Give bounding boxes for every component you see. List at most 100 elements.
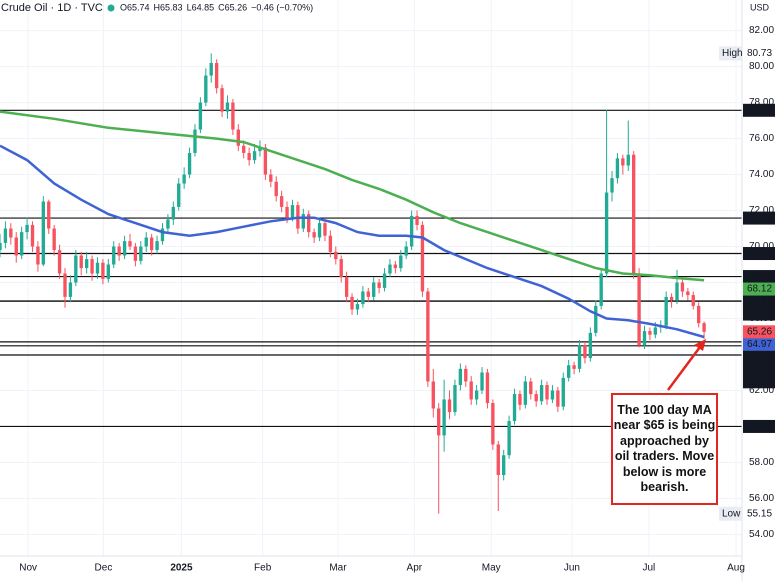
candle-body bbox=[366, 291, 370, 297]
low-tag: Low bbox=[722, 508, 741, 519]
candle-body bbox=[144, 237, 148, 247]
candle-body bbox=[106, 264, 111, 279]
x-tick-label: Apr bbox=[407, 563, 423, 574]
candle-body bbox=[480, 372, 484, 391]
candle-body bbox=[431, 381, 435, 409]
price-label-bg bbox=[743, 350, 775, 364]
y-tick-label: 76.00 bbox=[749, 133, 774, 144]
candle-body bbox=[702, 323, 706, 332]
candle-body bbox=[550, 390, 555, 400]
candle-body bbox=[279, 196, 284, 207]
candle-body bbox=[269, 174, 273, 182]
price-label: 71.58 bbox=[747, 213, 772, 224]
candle-body bbox=[47, 201, 51, 229]
candle-body bbox=[355, 304, 360, 310]
candle-body bbox=[323, 223, 327, 236]
ohlc-value: −0.46 (−0.70%) bbox=[251, 2, 313, 12]
candle-body bbox=[696, 305, 701, 324]
currency: USD bbox=[750, 2, 770, 12]
price-label: 63.97 bbox=[747, 376, 772, 387]
candle-body bbox=[686, 291, 690, 296]
price-label: 66.96 bbox=[747, 309, 772, 320]
candle-body bbox=[604, 192, 609, 274]
candle-body bbox=[263, 147, 268, 175]
x-tick-label: Nov bbox=[19, 563, 37, 574]
candle-body bbox=[117, 246, 121, 256]
candle-body bbox=[63, 273, 67, 297]
candle-body bbox=[160, 228, 165, 242]
candle-body bbox=[36, 246, 40, 265]
candle-body bbox=[615, 158, 620, 179]
candle-body bbox=[361, 291, 365, 305]
moving-average bbox=[0, 110, 705, 282]
high-tag: High bbox=[722, 48, 743, 59]
candle-body bbox=[193, 129, 197, 153]
candle-body bbox=[52, 228, 56, 251]
candle-body bbox=[382, 273, 387, 288]
candle-body bbox=[139, 246, 143, 261]
y-tick-label: 56.00 bbox=[749, 493, 774, 504]
candle-body bbox=[350, 296, 354, 310]
low-value: 55.15 bbox=[747, 508, 772, 519]
candle-body bbox=[404, 246, 408, 256]
price-label-bg bbox=[743, 375, 775, 389]
candle-body bbox=[485, 372, 490, 404]
y-tick-label: 62.00 bbox=[749, 385, 774, 396]
y-tick-label: 80.00 bbox=[749, 61, 774, 72]
candle-body bbox=[621, 158, 625, 166]
candle-body bbox=[312, 232, 316, 238]
candle-body bbox=[648, 331, 652, 335]
y-tick-label: 78.00 bbox=[749, 97, 774, 108]
moving-average bbox=[0, 144, 705, 339]
x-tick-label: Jul bbox=[642, 563, 655, 574]
y-tick-label: 58.00 bbox=[749, 457, 774, 468]
status-dot bbox=[107, 4, 115, 12]
candle-body bbox=[307, 214, 311, 233]
price-label-bg bbox=[743, 307, 775, 321]
candle-body bbox=[133, 246, 138, 261]
x-tick-label: Jun bbox=[564, 563, 580, 574]
candle-body bbox=[572, 365, 576, 369]
candle-body bbox=[231, 102, 235, 130]
candle-body bbox=[399, 255, 403, 269]
candle-body bbox=[680, 282, 685, 292]
candle-body bbox=[599, 273, 603, 306]
candle-body bbox=[464, 368, 468, 382]
price-label: 60.00 bbox=[747, 421, 772, 432]
candle-body bbox=[507, 421, 511, 456]
x-tick-label: May bbox=[482, 563, 501, 574]
y-tick-label: 54.00 bbox=[749, 529, 774, 540]
candle-body bbox=[669, 296, 674, 301]
price-label-bg bbox=[743, 103, 775, 117]
candle-body bbox=[545, 385, 549, 400]
candle-body bbox=[9, 228, 13, 238]
price-label-bg bbox=[743, 270, 775, 284]
candle-body bbox=[198, 102, 203, 130]
candle-body bbox=[214, 62, 219, 89]
y-tick-label: 74.00 bbox=[749, 169, 774, 180]
price-labels: 77.57 71.58 69.61 68.33 66.97 66.96 64.70 64.48… bbox=[719, 46, 775, 521]
x-tick-label: Dec bbox=[95, 563, 113, 574]
ohlc-value: H65.83 bbox=[154, 2, 183, 12]
candle-body bbox=[0, 242, 2, 251]
candle-body bbox=[19, 232, 24, 256]
candle-body bbox=[675, 282, 679, 301]
candle-body bbox=[512, 394, 517, 422]
candle-body bbox=[420, 224, 425, 292]
ohlc-value: L64.85 bbox=[187, 2, 215, 12]
annotation-arrowhead bbox=[694, 339, 706, 351]
price-label: 68.12 bbox=[747, 284, 772, 295]
x-tick-label: Mar bbox=[329, 563, 347, 574]
candle-body bbox=[3, 228, 8, 243]
candle-body bbox=[442, 399, 446, 436]
candle-body bbox=[691, 295, 695, 306]
price-label: 68.33 bbox=[747, 271, 772, 282]
candle-body bbox=[458, 368, 463, 386]
candle-body bbox=[388, 264, 392, 274]
candle-body bbox=[41, 201, 46, 265]
candle-body bbox=[101, 262, 105, 279]
candle-body bbox=[447, 399, 452, 413]
symbol: Crude Oil · 1D · TVC bbox=[1, 2, 103, 14]
